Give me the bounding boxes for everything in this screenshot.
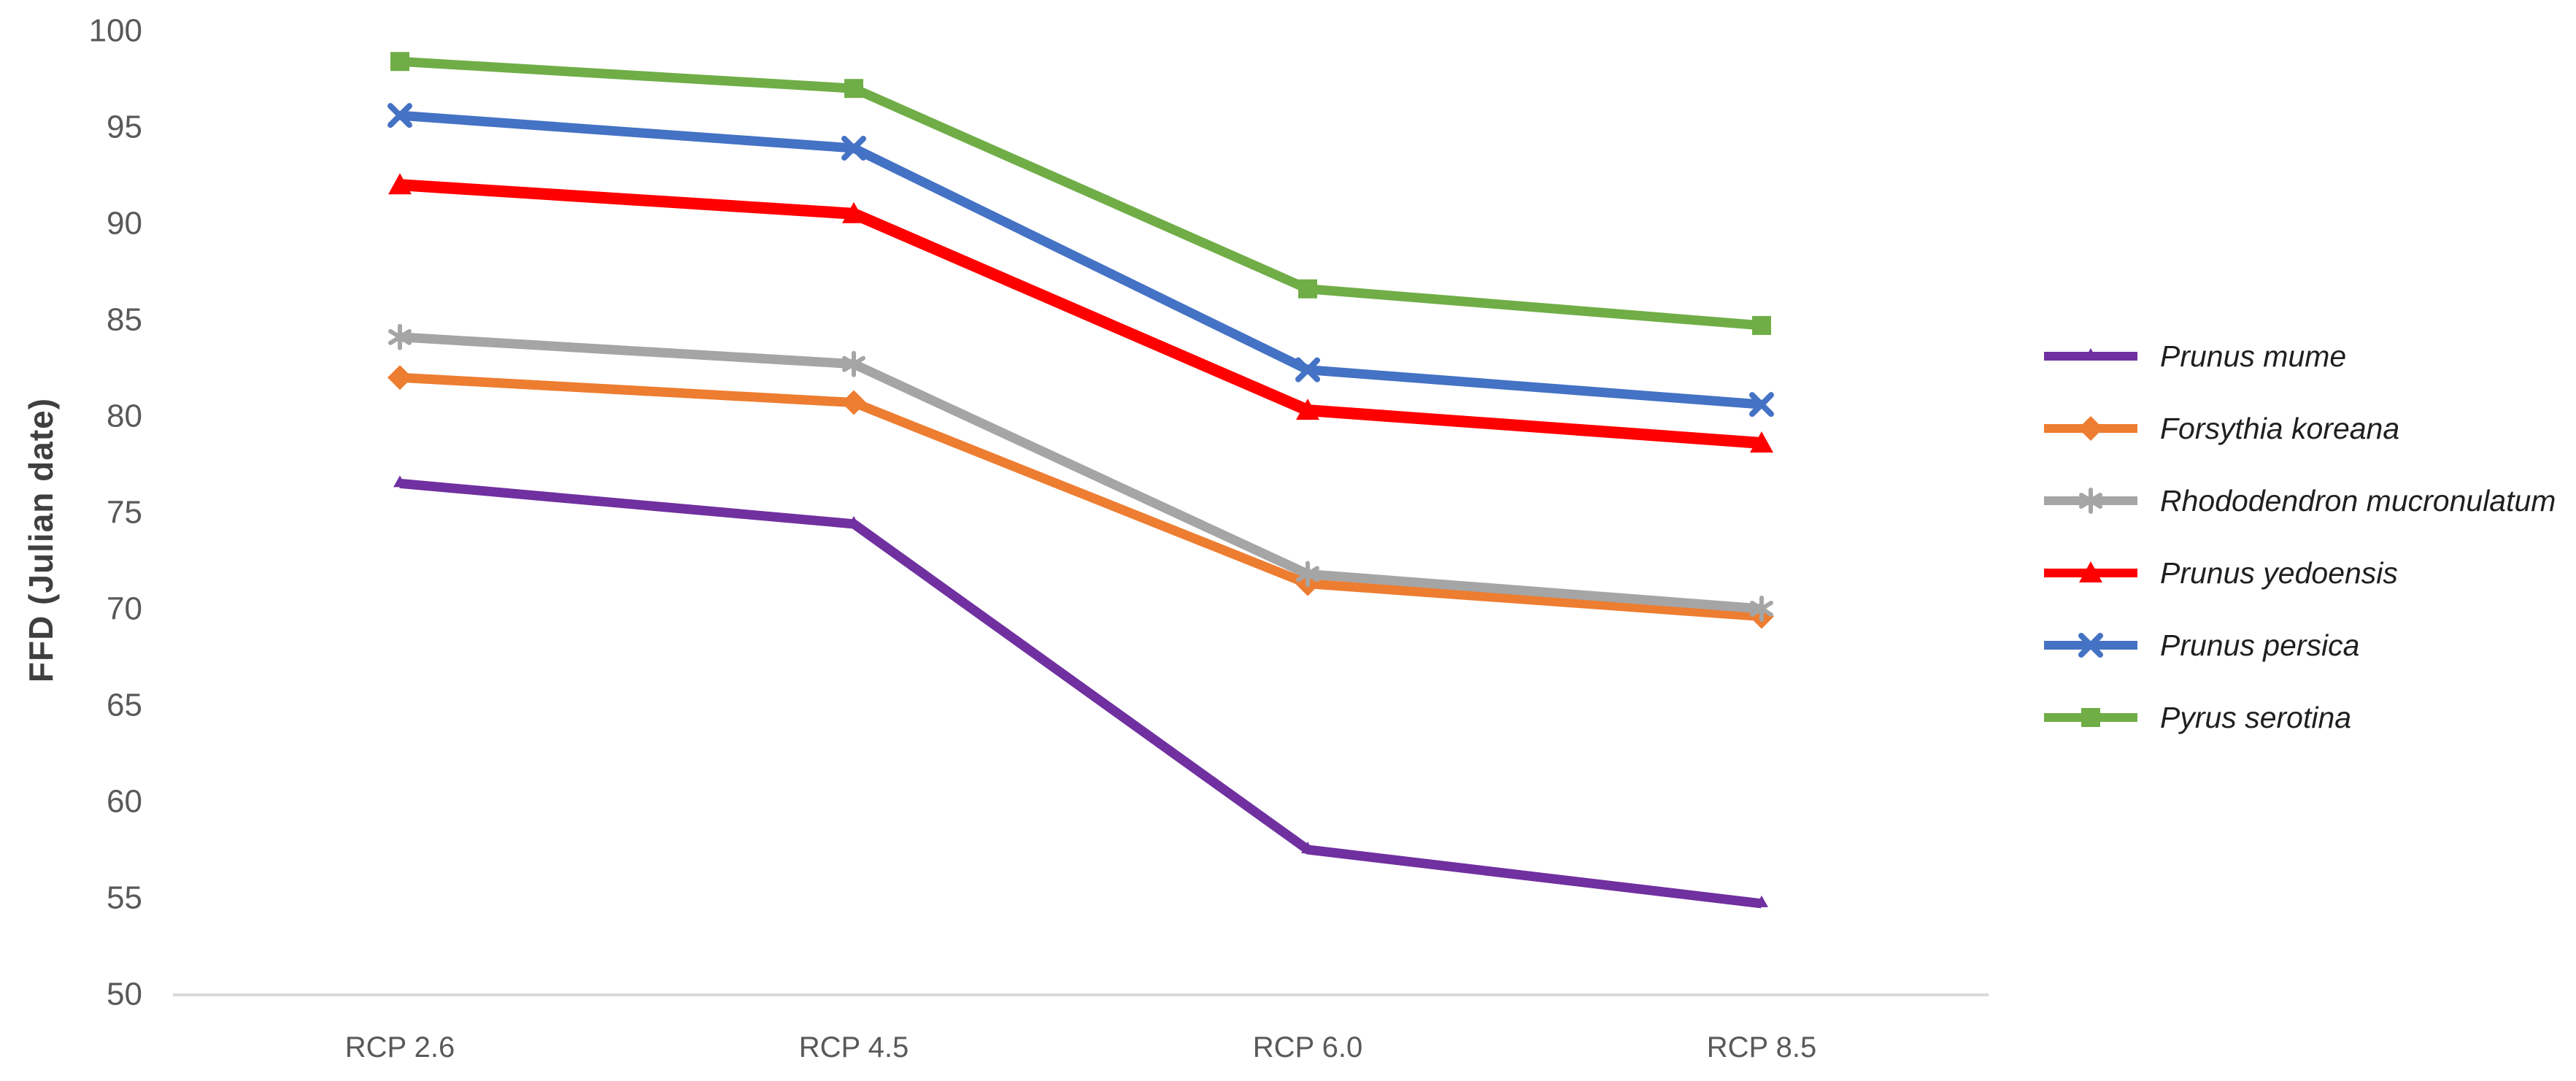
legend-item-rhododendron-mucronulatum: Rhododendron mucronulatum	[2044, 484, 2556, 518]
series-line-prunus-persica	[399, 110, 1762, 409]
marker-prunus-mume-rcp-4.5	[847, 515, 860, 528]
x-tick-label-rcp-8.5: RCP 8.5	[1707, 1031, 1816, 1063]
legend-marker-pyrus-serotina	[2081, 708, 2100, 727]
marker-prunus-persica-rcp-8.5	[1749, 392, 1774, 418]
y-tick-label-75: 75	[107, 495, 142, 531]
legend-label-prunus-persica: Prunus persica	[2160, 628, 2359, 662]
marker-forsythia-koreana-rcp-4.5	[841, 390, 866, 415]
marker-rhododendron-mucronulatum-rcp-2.6	[388, 323, 412, 350]
legend-label-prunus-mume: Prunus mume	[2160, 339, 2346, 373]
marker-rhododendron-mucronulatum-rcp-6.0	[1296, 561, 1319, 588]
y-tick-label-55: 55	[107, 880, 142, 916]
legend-item-pyrus-serotina: Pyrus serotina	[2044, 701, 2351, 734]
legend-label-rhododendron-mucronulatum: Rhododendron mucronulatum	[2160, 484, 2556, 518]
marker-prunus-persica-rcp-2.6	[387, 103, 412, 128]
marker-rhododendron-mucronulatum-rcp-4.5	[842, 350, 865, 377]
series-line-rhododendron-mucronulatum	[399, 332, 1762, 614]
y-tick-label-85: 85	[107, 302, 142, 338]
legend-marker-prunus-mume	[2084, 348, 2097, 360]
marker-prunus-mume-rcp-8.5	[1755, 895, 1768, 907]
marker-rhododendron-mucronulatum-rcp-8.5	[1750, 596, 1773, 622]
series-line-prunus-mume	[399, 478, 1762, 909]
x-tick-label-rcp-6.0: RCP 6.0	[1253, 1031, 1362, 1063]
marker-prunus-yedoensis-rcp-8.5	[1750, 431, 1773, 453]
marker-pyrus-serotina-rcp-2.6	[390, 52, 409, 72]
marker-prunus-persica-rcp-6.0	[1295, 357, 1320, 382]
marker-prunus-mume-rcp-6.0	[1301, 842, 1314, 853]
series-line-prunus-yedoensis	[399, 179, 1762, 449]
series-line-forsythia-koreana	[399, 372, 1762, 622]
y-tick-label-80: 80	[107, 399, 142, 434]
y-tick-label-50: 50	[107, 977, 142, 1012]
legend-marker-rhododendron-mucronulatum	[2079, 488, 2102, 514]
y-tick-label-65: 65	[107, 688, 142, 723]
marker-prunus-yedoensis-rcp-2.6	[388, 173, 412, 195]
marker-prunus-persica-rcp-4.5	[841, 136, 866, 161]
legend-marker-prunus-yedoensis	[2079, 561, 2102, 582]
legend-marker-prunus-persica	[2078, 633, 2103, 658]
marker-pyrus-serotina-rcp-4.5	[844, 79, 863, 99]
marker-prunus-yedoensis-rcp-6.0	[1296, 399, 1319, 420]
y-tick-label-60: 60	[107, 784, 142, 820]
legend-item-forsythia-koreana: Forsythia koreana	[2044, 412, 2399, 445]
y-tick-label-70: 70	[107, 591, 142, 627]
legend-item-prunus-yedoensis: Prunus yedoensis	[2044, 556, 2398, 590]
y-tick-label-100: 100	[89, 13, 142, 49]
series-line-pyrus-serotina	[399, 56, 1762, 331]
legend-label-forsythia-koreana: Forsythia koreana	[2160, 412, 2399, 445]
y-tick-label-95: 95	[107, 109, 142, 145]
marker-prunus-mume-rcp-2.6	[393, 475, 406, 488]
x-tick-label-rcp-4.5: RCP 4.5	[799, 1031, 909, 1063]
legend-label-pyrus-serotina: Pyrus serotina	[2160, 701, 2351, 734]
marker-forsythia-koreana-rcp-2.6	[387, 365, 412, 391]
legend-item-prunus-mume: Prunus mume	[2044, 339, 2346, 373]
marker-prunus-yedoensis-rcp-4.5	[842, 201, 865, 223]
marker-pyrus-serotina-rcp-8.5	[1752, 315, 1771, 335]
marker-pyrus-serotina-rcp-6.0	[1298, 279, 1317, 299]
y-tick-label-90: 90	[107, 206, 142, 242]
legend-marker-forsythia-koreana	[2078, 416, 2103, 441]
legend-label-prunus-yedoensis: Prunus yedoensis	[2160, 556, 2398, 590]
x-tick-label-rcp-2.6: RCP 2.6	[345, 1031, 455, 1063]
legend-item-prunus-persica: Prunus persica	[2044, 628, 2359, 662]
